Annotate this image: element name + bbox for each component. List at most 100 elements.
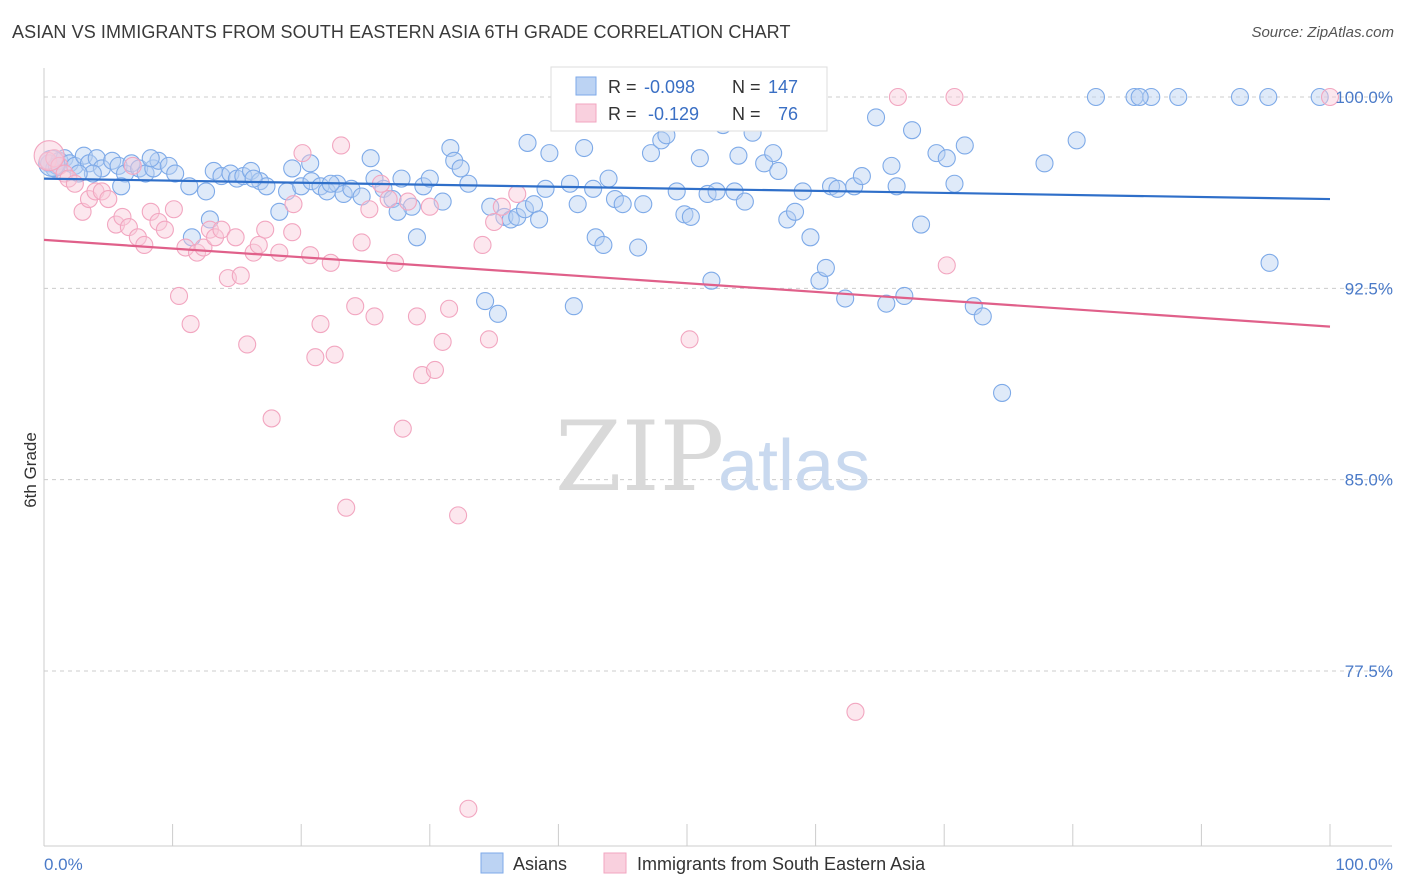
asians-point-83 — [681, 207, 700, 226]
asians-point-115 — [937, 149, 956, 168]
asians-point-77 — [634, 195, 653, 214]
asians-point-117 — [955, 136, 974, 155]
stat-r-value-2: -0.129 — [648, 104, 699, 124]
asians-point-60 — [508, 207, 527, 226]
asians-point-19 — [166, 164, 185, 183]
asians-point-8 — [87, 149, 106, 168]
asians-point-144 — [518, 133, 537, 152]
asians-point-120 — [993, 383, 1012, 402]
grid-lines — [44, 96, 1392, 672]
immigrants-trend-line — [43, 238, 1331, 328]
immigrants-point-61 — [440, 299, 459, 318]
immigrants-point-56 — [407, 307, 426, 326]
asians-point-76 — [629, 238, 648, 257]
asians-point-113 — [912, 215, 931, 234]
immigrants-point-33 — [249, 235, 268, 255]
stat-n-value-1: 147 — [768, 77, 798, 97]
stats-legend-box: R = -0.098 N = 147 R = -0.129 N = 76 — [550, 66, 828, 132]
immigrants-point-45 — [332, 136, 351, 155]
chart-title: ASIAN VS IMMIGRANTS FROM SOUTH EASTERN A… — [12, 22, 791, 42]
legend-swatch-asians — [480, 852, 504, 874]
watermark: ZIP atlas — [555, 401, 870, 513]
legend-swatch-immigrants — [603, 852, 627, 874]
y-tick-label-1: 85.0% — [1345, 471, 1393, 490]
immigrants-point-35 — [262, 409, 281, 428]
immigrants-point-13 — [119, 218, 138, 237]
immigrants-point-75 — [123, 156, 142, 175]
asians-point-133 — [568, 195, 587, 214]
x-tick-label-end: 100.0% — [1335, 855, 1393, 874]
asians-point-128 — [1230, 87, 1250, 107]
asians-point-90 — [729, 146, 748, 165]
immigrants-point-21 — [176, 238, 195, 257]
y-tick-labels: 77.5% 85.0% 92.5% 100.0% — [1335, 88, 1393, 681]
trend-lines — [43, 177, 1331, 328]
immigrants-point-42 — [311, 314, 330, 334]
asians-point-87 — [707, 182, 726, 201]
immigrants-point-34 — [256, 220, 275, 239]
asians-point-93 — [755, 154, 774, 173]
immigrants-point-70 — [846, 702, 865, 721]
immigrants-point-44 — [325, 345, 344, 364]
asians-point-63 — [530, 210, 549, 229]
asians-point-78 — [641, 144, 661, 163]
asians-trend-line — [43, 177, 1331, 201]
immigrants-point-58 — [420, 197, 439, 216]
immigrants-point-71 — [888, 87, 907, 107]
immigrants-point-54 — [393, 419, 412, 438]
asians-point-52 — [445, 151, 464, 170]
asians-point-34 — [302, 172, 321, 191]
asians-point-101 — [816, 258, 835, 277]
asians-point-110 — [887, 177, 906, 196]
asians-point-126 — [1130, 87, 1149, 107]
stat-n-value-2: 76 — [778, 104, 798, 124]
immigrants-point-38 — [284, 195, 303, 214]
asians-point-123 — [1086, 87, 1105, 107]
immigrants-point-64 — [473, 235, 492, 255]
immigrants-point-60 — [433, 332, 452, 351]
asians-point-32 — [283, 159, 302, 178]
immigrants-point-52 — [379, 189, 398, 209]
asians-point-71 — [594, 235, 613, 255]
immigrants-point-31 — [238, 335, 257, 354]
immigrants-point-46 — [337, 498, 356, 517]
series-immigrants — [33, 87, 1340, 818]
asians-point-49 — [420, 169, 439, 188]
stat-r-value-1: -0.098 — [644, 77, 695, 97]
asians-point-55 — [476, 292, 495, 311]
immigrants-point-43 — [321, 253, 340, 272]
immigrants-point-16 — [141, 202, 160, 221]
asians-point-106 — [852, 167, 871, 186]
asians-point-79 — [652, 131, 671, 150]
stat-n-label-2: N = — [732, 104, 761, 124]
immigrants-point-66 — [485, 212, 504, 232]
asians-point-41 — [361, 149, 380, 168]
immigrants-point-36 — [270, 243, 289, 262]
immigrants-point-10 — [99, 189, 118, 209]
asians-point-65 — [540, 144, 559, 163]
immigrants-point-30 — [231, 266, 250, 285]
x-tick-label-start: 0.0% — [44, 855, 83, 874]
immigrants-point-63 — [459, 799, 478, 818]
stats-box-frame — [550, 66, 828, 132]
asians-point-45 — [392, 169, 411, 188]
asians-point-111 — [895, 286, 914, 306]
asians-point-68 — [564, 297, 583, 316]
immigrants-point-22 — [181, 314, 200, 334]
asians-point-122 — [1067, 131, 1086, 150]
immigrants-point-62 — [449, 506, 468, 525]
asians-point-47 — [407, 228, 426, 247]
asians-point-95 — [769, 161, 788, 181]
stat-r-label-1: R = — [608, 77, 637, 97]
asians-point-141 — [69, 164, 88, 183]
immigrants-point-50 — [365, 307, 384, 326]
immigrants-point-59 — [425, 360, 444, 380]
asians-point-134 — [200, 210, 219, 229]
immigrants-point-5 — [65, 174, 84, 193]
immigrants-point-48 — [352, 233, 371, 252]
asians-point-91 — [735, 192, 754, 211]
immigrants-cluster-point — [33, 140, 65, 172]
source-label: Source: ZipAtlas.com — [1251, 24, 1394, 41]
y-tick-label-0: 77.5% — [1345, 662, 1393, 681]
